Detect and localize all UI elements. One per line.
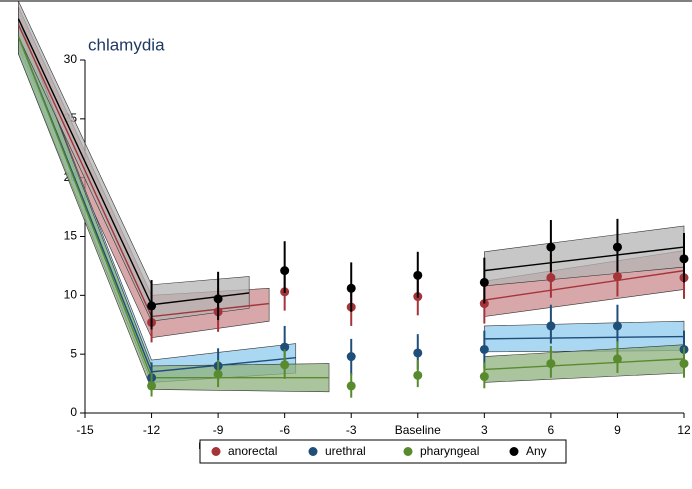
legend-marker [403, 447, 413, 456]
point [147, 381, 157, 391]
y-tick-label: 30 [64, 52, 78, 66]
x-tick-label: -9 [213, 423, 224, 437]
legend: anorectal urethral pharyngeal Any [199, 439, 567, 464]
point [612, 321, 622, 331]
point [612, 354, 622, 364]
point [413, 370, 423, 380]
x-tick-label: 9 [614, 423, 621, 437]
fit-line [484, 246, 685, 272]
y-tick-label: 15 [64, 229, 78, 243]
x-tick-label: 12 [677, 423, 691, 437]
legend-box [199, 439, 567, 464]
point [546, 321, 556, 331]
x-tick-label: -12 [143, 423, 161, 437]
point [479, 372, 489, 382]
legend-label: Any [526, 444, 547, 458]
y-tick-label: 5 [70, 346, 77, 360]
legend-label: pharyngeal [420, 444, 479, 458]
point [679, 359, 689, 369]
point [346, 352, 356, 362]
point [479, 277, 489, 287]
point [612, 272, 622, 282]
fit-line [484, 269, 685, 301]
y-tick-label: 10 [64, 288, 78, 302]
point [413, 270, 423, 280]
legend-marker [509, 447, 519, 456]
y-tick-label: 0 [70, 405, 77, 419]
point [147, 301, 157, 311]
point [546, 273, 556, 283]
x-tick-label: -3 [346, 423, 357, 437]
legend-marker [211, 447, 221, 456]
fit-line [484, 358, 685, 371]
legend-label: urethral [325, 444, 366, 458]
x-tick-label: 3 [481, 423, 488, 437]
point [280, 360, 290, 370]
x-tick-label: Baseline [395, 423, 441, 437]
point [546, 359, 556, 369]
x-tick-label: -6 [279, 423, 290, 437]
x-tick-label: -15 [76, 423, 94, 437]
point [346, 283, 356, 293]
chart-title: chlamydia [88, 35, 165, 54]
point [413, 348, 423, 358]
point [679, 254, 689, 264]
point [213, 294, 223, 304]
x-tick-label: 6 [548, 423, 555, 437]
legend-marker [308, 447, 318, 456]
legend-label: anorectal [228, 444, 277, 458]
point [612, 242, 622, 252]
point [213, 369, 223, 379]
point [546, 242, 556, 252]
fit-line [484, 335, 685, 340]
point [346, 381, 356, 391]
point [280, 266, 290, 276]
point [479, 344, 489, 354]
point [280, 342, 290, 352]
